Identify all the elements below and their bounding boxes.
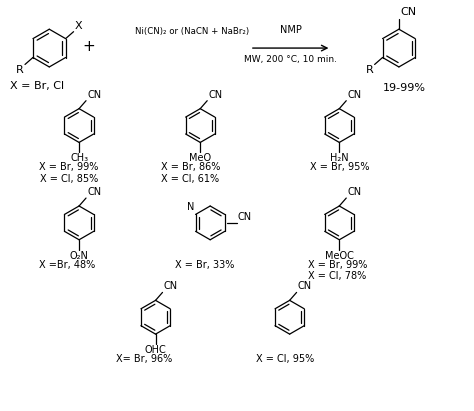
Text: X = Br, Cl: X = Br, Cl [9, 81, 64, 91]
Text: CN: CN [87, 187, 101, 197]
Text: OHC: OHC [145, 345, 166, 355]
Text: 19-99%: 19-99% [383, 83, 425, 93]
Text: CH₃: CH₃ [70, 153, 88, 163]
Text: X= Br, 96%: X= Br, 96% [116, 354, 172, 364]
Text: H₂N: H₂N [330, 153, 348, 163]
Text: +: + [82, 39, 95, 53]
Text: X = Br, 99%
X = Cl, 78%: X = Br, 99% X = Cl, 78% [308, 260, 367, 281]
Text: O₂N: O₂N [70, 251, 89, 261]
Text: NMP: NMP [280, 25, 301, 35]
Text: X = Br, 86%
X = Cl, 61%: X = Br, 86% X = Cl, 61% [161, 162, 220, 184]
Text: CN: CN [298, 282, 312, 291]
Text: MeOC: MeOC [325, 251, 354, 261]
Text: CN: CN [208, 90, 222, 100]
Text: N: N [187, 203, 194, 212]
Text: MeO: MeO [189, 153, 211, 163]
Text: Ni(CN)₂ or (NaCN + NaBr₂): Ni(CN)₂ or (NaCN + NaBr₂) [135, 27, 249, 36]
Text: R: R [16, 65, 24, 76]
Text: R: R [366, 65, 374, 76]
Text: X =Br, 48%: X =Br, 48% [39, 260, 96, 270]
Text: X: X [74, 21, 82, 31]
Text: MW, 200 °C, 10 min.: MW, 200 °C, 10 min. [244, 55, 337, 64]
Text: X = Cl, 95%: X = Cl, 95% [256, 354, 314, 364]
Text: CN: CN [87, 90, 101, 100]
Text: CN: CN [164, 282, 178, 291]
Text: X = Br, 33%: X = Br, 33% [175, 260, 235, 270]
Text: X = Br, 95%: X = Br, 95% [310, 162, 369, 172]
Text: CN: CN [238, 212, 252, 222]
Text: CN: CN [400, 7, 416, 17]
Text: X = Br, 99%
X = Cl, 85%: X = Br, 99% X = Cl, 85% [39, 162, 99, 184]
Text: CN: CN [347, 90, 361, 100]
Text: CN: CN [347, 187, 361, 197]
